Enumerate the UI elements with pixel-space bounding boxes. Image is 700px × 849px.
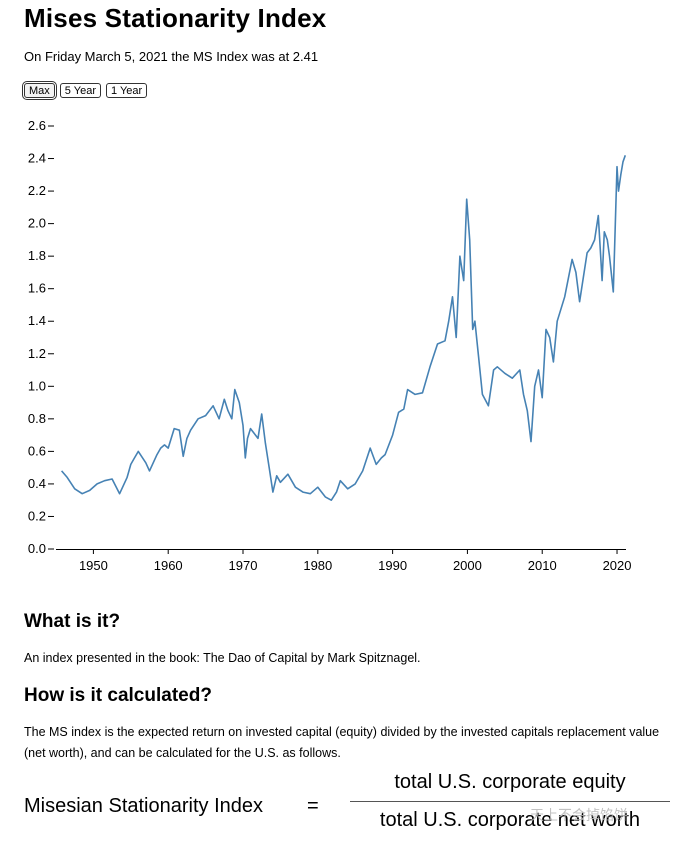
watermark: 天上不会掉馅饼 xyxy=(530,807,628,823)
how-calculated-heading: How is it calculated? xyxy=(24,685,212,706)
range-1-year-button[interactable]: 1 Year xyxy=(105,83,148,98)
range-selector: Max 5 Year 1 Year xyxy=(22,81,148,100)
y-tick-label: 1.4 xyxy=(28,313,46,328)
formula-equals: = xyxy=(307,795,319,817)
y-tick-label: 2.2 xyxy=(28,183,46,198)
x-tick-label: 2020 xyxy=(603,558,632,573)
x-tick-label: 1980 xyxy=(303,558,332,573)
what-is-it-heading: What is it? xyxy=(24,611,121,632)
y-tick-label: 2.4 xyxy=(28,151,46,166)
formula-lhs: Misesian Stationarity Index xyxy=(24,795,264,817)
x-tick-label: 2000 xyxy=(453,558,482,573)
x-tick-label: 1970 xyxy=(229,558,258,573)
how-calculated-text: The MS index is the expected return on i… xyxy=(24,725,660,760)
ms-index-series-line xyxy=(60,155,627,502)
what-is-it-text: An index presented in the book: The Dao … xyxy=(24,651,421,665)
range-max-button[interactable]: Max xyxy=(22,81,57,100)
y-tick-label: 1.0 xyxy=(28,378,46,393)
y-tick-label: 0.0 xyxy=(28,541,46,556)
y-tick-label: 0.4 xyxy=(28,476,46,491)
formula-denominator: total U.S. corporate net worth xyxy=(379,809,641,831)
formula-numerator: total U.S. corporate equity xyxy=(350,770,670,802)
x-tick-label: 1990 xyxy=(378,558,407,573)
y-tick-label: 0.2 xyxy=(28,508,46,523)
y-tick-label: 0.8 xyxy=(28,411,46,426)
x-tick-label: 1950 xyxy=(79,558,108,573)
y-tick-label: 2.0 xyxy=(28,216,46,231)
page-title: Mises Stationarity Index xyxy=(24,3,327,33)
x-tick-label: 2010 xyxy=(528,558,557,573)
index-summary: On Friday March 5, 2021 the MS Index was… xyxy=(24,49,319,64)
y-tick-label: 0.6 xyxy=(28,443,46,458)
x-tick-label: 1960 xyxy=(154,558,183,573)
ms-index-line-chart: 0.0 0.2 0.4 0.6 0.8 1.0 1.2 1.4 1.6 1.8 2.0 2.2 2.4 2… xyxy=(28,118,632,573)
y-tick-label: 1.2 xyxy=(28,346,46,361)
ms-index-formula: Misesian Stationarity Index = total U.S.… xyxy=(24,770,684,845)
formula-fraction: total U.S. corporate equity total U.S. c… xyxy=(350,770,670,832)
range-5-year-button[interactable]: 5 Year xyxy=(59,83,101,98)
y-tick-label: 1.6 xyxy=(28,281,46,296)
y-tick-label: 2.6 xyxy=(28,118,46,133)
y-tick-label: 1.8 xyxy=(28,248,46,263)
